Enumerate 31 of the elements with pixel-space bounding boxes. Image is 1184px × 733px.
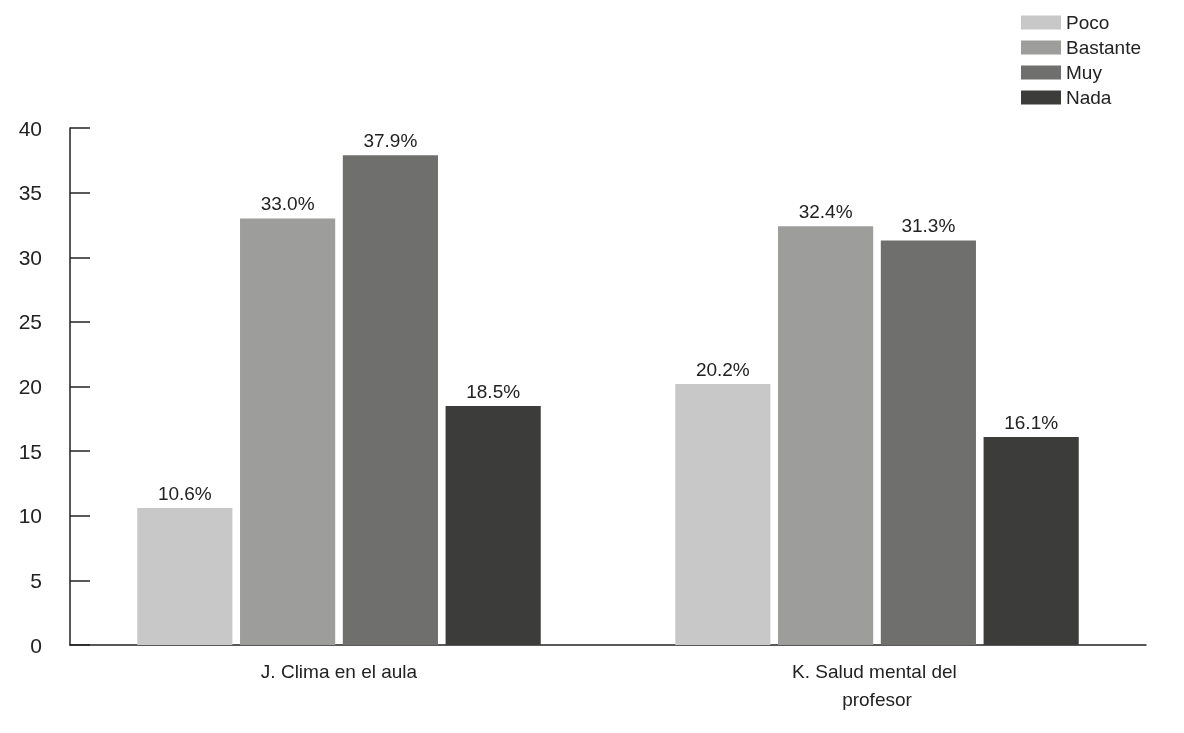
data-label: 37.9% bbox=[363, 130, 418, 152]
y-tick-label: 30 bbox=[18, 245, 42, 269]
y-tick-label: 5 bbox=[30, 568, 42, 592]
y-tick-label: 25 bbox=[18, 310, 42, 334]
bar bbox=[137, 508, 233, 645]
data-label: 16.1% bbox=[1004, 411, 1059, 433]
y-tick-label: 10 bbox=[18, 504, 42, 528]
data-label: 32.4% bbox=[798, 201, 853, 223]
bar bbox=[342, 155, 438, 645]
y-tick-label: 35 bbox=[18, 181, 42, 205]
bar bbox=[778, 226, 874, 645]
legend-label: Bastante bbox=[1066, 37, 1141, 58]
bar bbox=[240, 218, 336, 645]
bar bbox=[675, 383, 771, 645]
y-tick-label: 40 bbox=[18, 116, 42, 140]
data-label: 18.5% bbox=[466, 380, 521, 402]
data-label: 10.6% bbox=[157, 482, 212, 504]
bar bbox=[880, 240, 976, 645]
y-tick-label: 20 bbox=[18, 375, 42, 398]
x-tick-label: J. Clima en el aula bbox=[260, 660, 418, 682]
bar bbox=[445, 405, 541, 645]
bar bbox=[983, 436, 1079, 645]
legend-label: Poco bbox=[1066, 12, 1110, 33]
x-tick-label: K. Salud mental del profesor bbox=[791, 660, 963, 710]
legend-label: Nada bbox=[1066, 87, 1112, 108]
data-label: 20.2% bbox=[695, 358, 750, 380]
y-tick-label: 15 bbox=[18, 439, 42, 463]
legend-label: Muy bbox=[1066, 62, 1103, 83]
data-label: 31.3% bbox=[901, 215, 956, 237]
y-tick-label: 0 bbox=[30, 633, 42, 657]
data-label: 33.0% bbox=[260, 193, 315, 215]
